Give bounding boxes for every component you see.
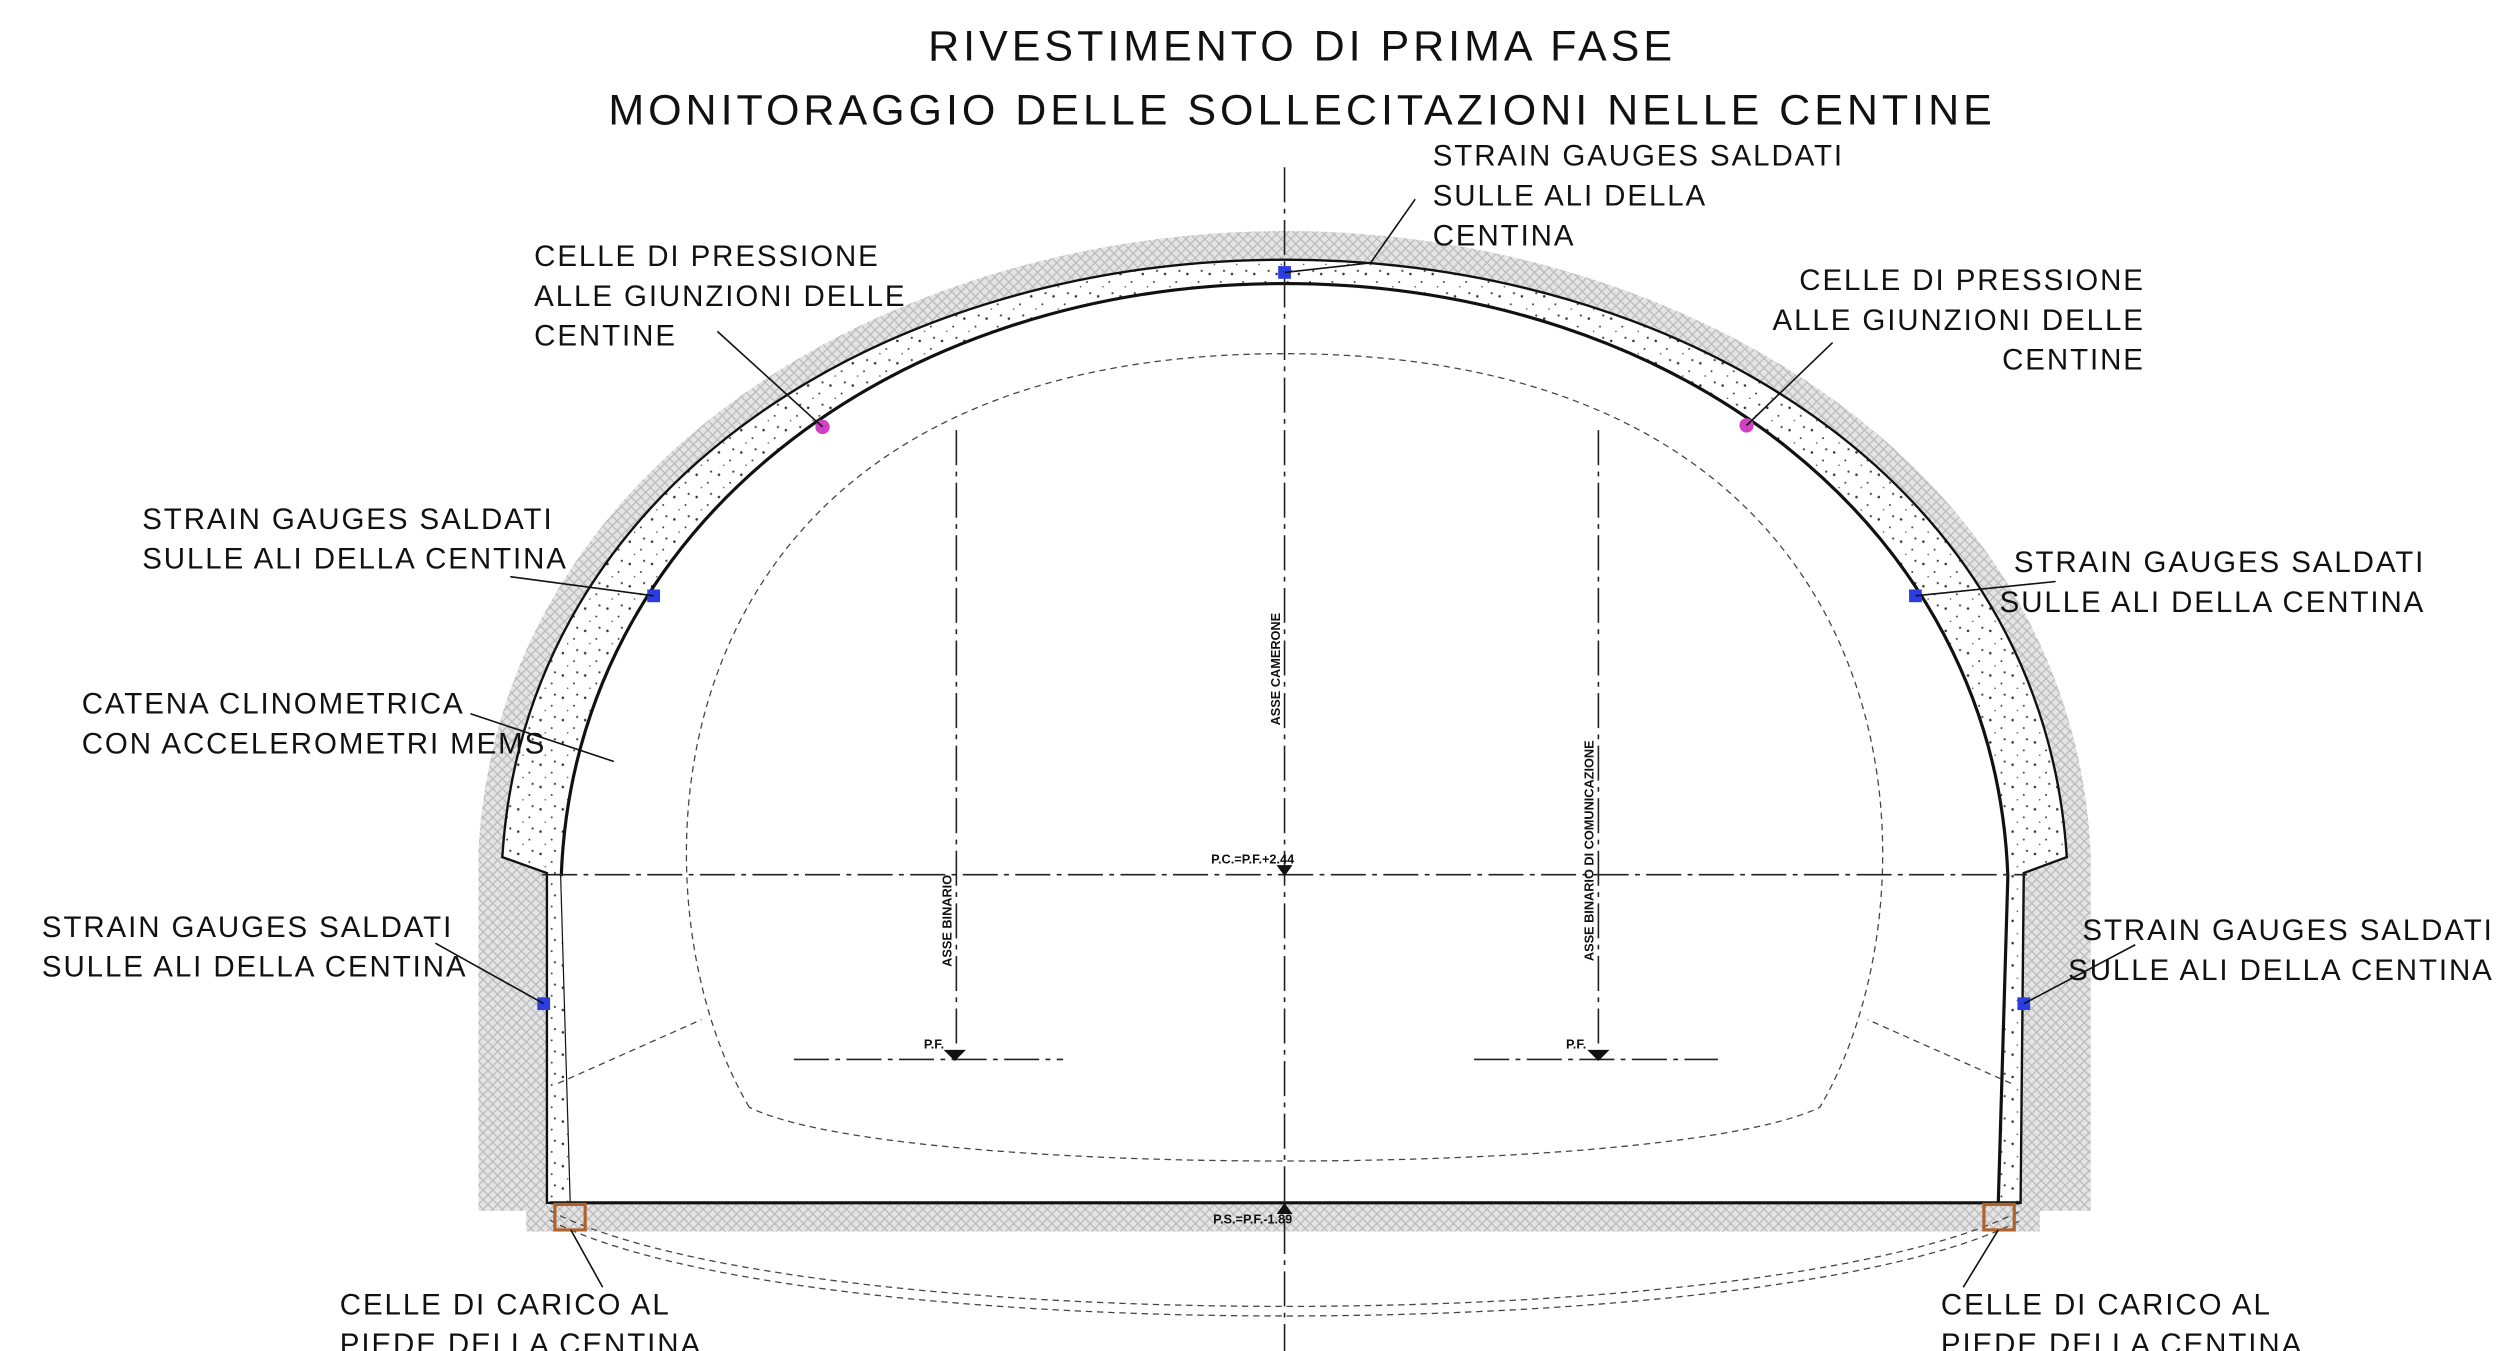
annotation: CELLE DI CARICO AL xyxy=(1941,1288,2272,1321)
annotation: STRAIN GAUGES SALDATI xyxy=(2082,914,2493,947)
annotation: PIEDE DELLA CENTINA xyxy=(340,1328,702,1351)
annotation: CATENA CLINOMETRICA xyxy=(82,688,465,721)
annotation: STRAIN GAUGES SALDATI xyxy=(42,911,453,944)
annotation: SULLE ALI DELLA CENTINA xyxy=(2068,954,2494,987)
title: RIVESTIMENTO DI PRIMA FASE xyxy=(928,23,1676,71)
annotation: ALLE GIUNZIONI DELLE xyxy=(534,280,906,313)
annotation: SULLE ALI DELLA CENTINA xyxy=(142,543,568,576)
annotation: PIEDE DELLA CENTINA xyxy=(1941,1328,2303,1351)
annotation: CELLE DI PRESSIONE xyxy=(1799,264,2145,297)
annotation: SULLE ALI DELLA CENTINA xyxy=(2000,586,2426,619)
level-label: P.F. xyxy=(924,1036,944,1051)
level-label: P.F. xyxy=(1566,1036,1586,1051)
diagram: RIVESTIMENTO DI PRIMA FASE MONITORAGGIO D… xyxy=(0,0,2499,1351)
axis-label: ASSE BINARIO DI COMUNICAZIONE xyxy=(1582,740,1597,961)
annotation: CELLE DI PRESSIONE xyxy=(534,240,880,273)
annotation: CON ACCELEROMETRI MEMS xyxy=(82,728,546,761)
axis-label: ASSE CAMERONE xyxy=(1268,613,1283,726)
annotation: CENTINE xyxy=(534,320,677,353)
annotation: ALLE GIUNZIONI DELLE xyxy=(1773,304,2145,337)
annotation: SULLE ALI DELLA xyxy=(1433,180,1707,213)
annotation: CELLE DI CARICO AL xyxy=(340,1288,671,1321)
annotation: STRAIN GAUGES SALDATI xyxy=(2014,546,2425,579)
annotation: STRAIN GAUGES SALDATI xyxy=(1433,140,1844,173)
annotation: STRAIN GAUGES SALDATI xyxy=(142,503,553,536)
annotation: CENTINA xyxy=(1433,219,1576,252)
level-label: P.C.=P.F.+2.44 xyxy=(1211,851,1295,866)
annotation: SULLE ALI DELLA CENTINA xyxy=(42,951,468,984)
level-label: P.S.=P.F.-1.89 xyxy=(1213,1212,1292,1227)
annotation: CENTINE xyxy=(2002,344,2145,377)
axis-label: ASSE BINARIO xyxy=(940,875,955,967)
title: MONITORAGGIO DELLE SOLLECITAZIONI NELLE … xyxy=(608,86,1995,134)
page: RIVESTIMENTO DI PRIMA FASE MONITORAGGIO D… xyxy=(0,0,2499,1351)
